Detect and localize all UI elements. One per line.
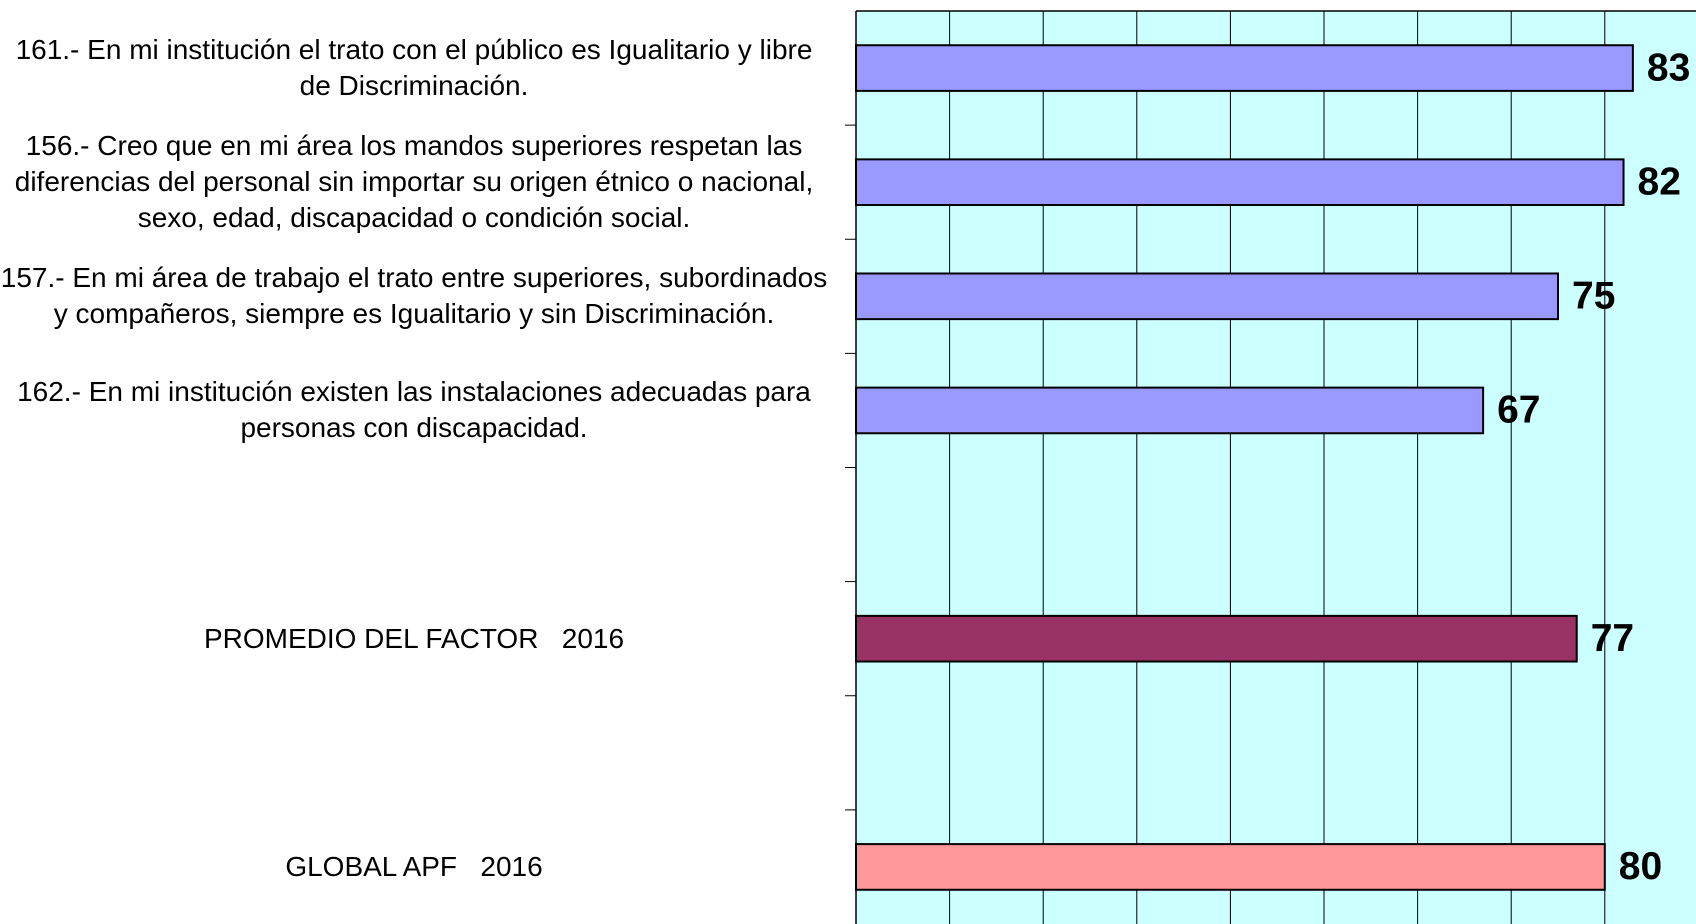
value-label: 83 [1647,46,1690,89]
category-label: PROMEDIO DEL FACTOR 2016 [203,622,625,654]
category-label: 161.- En mi institución el trato con el … [15,34,821,102]
bar [855,386,1485,435]
bar [855,158,1625,207]
plot-background [856,11,1696,924]
category-label: GLOBAL APF 2016 [285,850,543,882]
bar [855,614,1578,663]
category-label: 157.- En mi área de trabajo el trato ent… [0,262,836,330]
bar [855,44,1634,92]
value-label: 80 [1619,845,1662,888]
value-label: 67 [1497,389,1540,432]
value-label: 82 [1638,160,1681,203]
category-label: 156.- Creo que en mi área los mandos sup… [14,130,821,234]
value-label: 75 [1572,275,1615,318]
value-label: 77 [1591,617,1634,660]
bar [855,272,1559,321]
bar [855,843,1606,891]
category-label: 162.- En mi institución existen las inst… [17,376,819,444]
